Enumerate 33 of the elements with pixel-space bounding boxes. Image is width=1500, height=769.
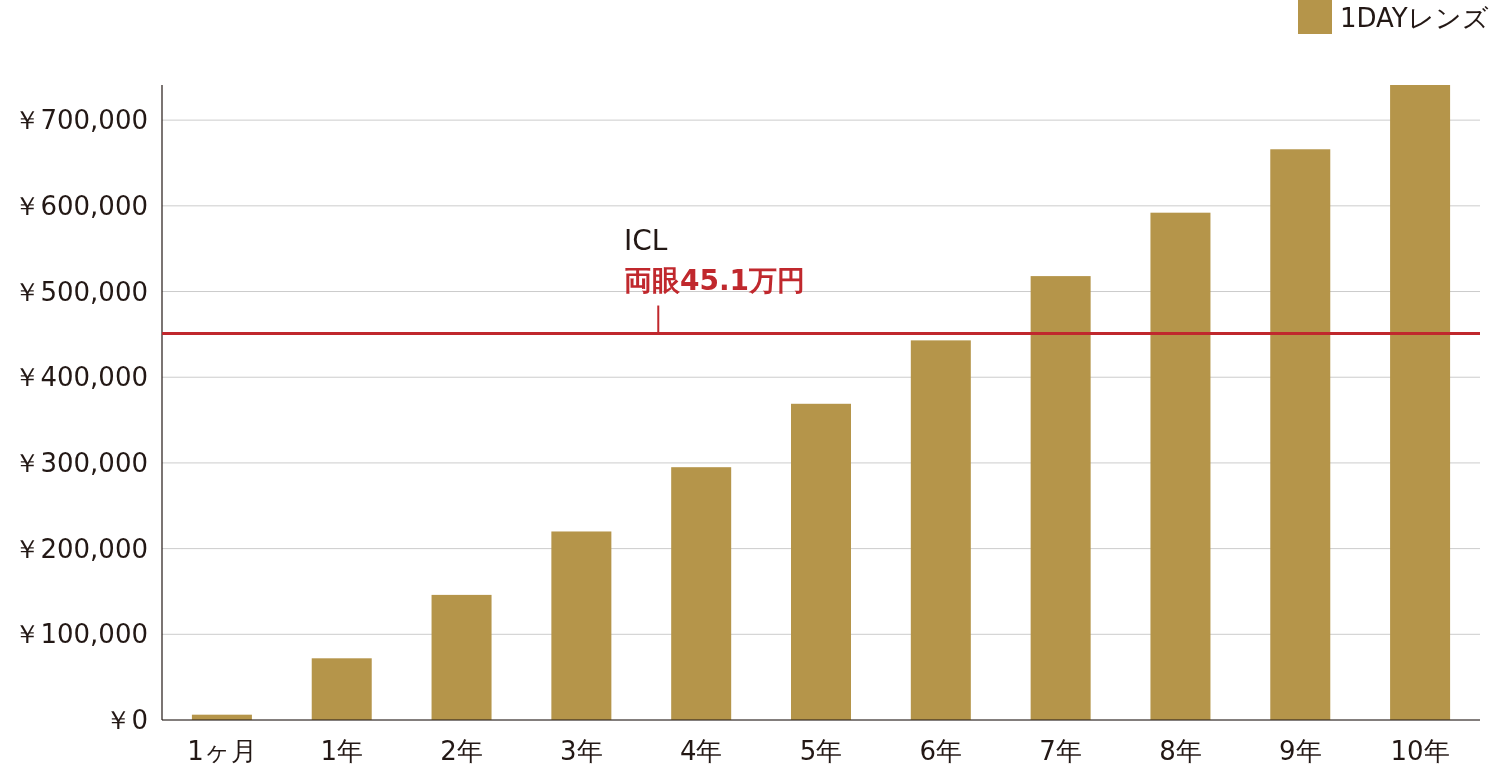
x-tick-label: 1年: [320, 736, 363, 766]
legend: 1DAYレンズ: [1298, 0, 1489, 34]
y-tick-label: ￥400,000: [14, 362, 148, 393]
y-tick-label: ￥200,000: [14, 533, 148, 564]
x-tick-label: 8年: [1159, 736, 1202, 766]
y-tick-label: ￥0: [105, 705, 148, 735]
x-tick-label: 7年: [1039, 736, 1082, 766]
y-tick-label: ￥100,000: [14, 619, 148, 650]
bar: [551, 531, 612, 720]
legend-label: 1DAYレンズ: [1340, 3, 1489, 33]
y-tick-label: ￥700,000: [14, 105, 148, 136]
x-tick-label: 10年: [1390, 736, 1450, 766]
annotation: ICL: [624, 223, 668, 257]
x-tick-label: 9年: [1279, 736, 1322, 766]
x-tick-label: 5年: [799, 736, 843, 766]
y-tick-label: ￥600,000: [14, 190, 148, 221]
bar: [1030, 276, 1091, 720]
bar: [1390, 85, 1451, 720]
bar: [1150, 212, 1211, 720]
x-tick-label: 6年: [919, 736, 963, 766]
x-tick-label: 3年: [560, 736, 603, 766]
x-tick-label: 2年: [440, 736, 483, 766]
ref-line-label: 両眼45.1万円: [624, 263, 806, 297]
x-tick-label: 4年: [679, 736, 723, 766]
bar: [311, 658, 372, 720]
x-tick-label: 1ヶ月: [187, 736, 257, 766]
bar: [671, 467, 732, 720]
bar: [791, 403, 851, 720]
bar: [910, 340, 971, 720]
y-tick-label: ￥300,000: [14, 447, 148, 478]
bar: [1270, 149, 1331, 720]
bar: [431, 594, 492, 720]
y-tick-label: ￥500,000: [14, 276, 148, 307]
